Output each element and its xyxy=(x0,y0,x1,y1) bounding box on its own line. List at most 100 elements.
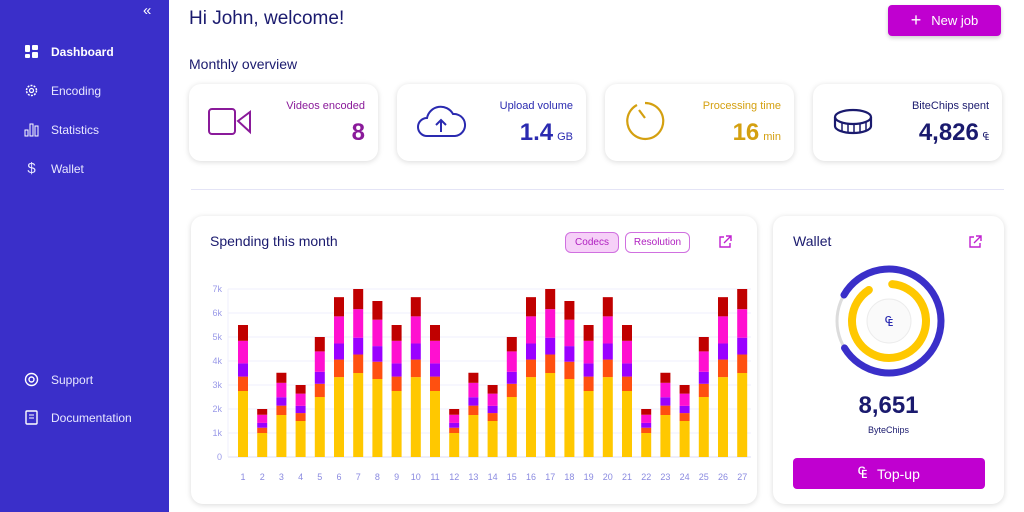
wallet-balance: 8,651 xyxy=(858,392,919,419)
sidebar-item-statistics[interactable]: Statistics xyxy=(24,122,99,137)
bar-segment xyxy=(353,373,364,457)
bar-segment xyxy=(506,383,517,397)
x-tick-label: 14 xyxy=(488,472,498,482)
bar-segment xyxy=(238,340,248,364)
bar-segment xyxy=(660,397,671,406)
bar-segment xyxy=(641,427,652,433)
plus-icon: + xyxy=(910,10,922,30)
bar-segment xyxy=(468,382,479,398)
bar-segment xyxy=(410,297,421,317)
bar-segment xyxy=(564,319,575,347)
bar-segment xyxy=(449,427,460,433)
y-tick-label: 6k xyxy=(212,308,222,318)
bar-segment xyxy=(353,289,364,310)
page-title: Hi John, welcome! xyxy=(189,8,345,29)
bar-segment xyxy=(295,405,306,414)
bar-segment xyxy=(545,289,556,310)
external-link-icon[interactable] xyxy=(968,235,982,249)
wallet-ring-chart: ₠ xyxy=(835,265,945,377)
y-tick-label: 3k xyxy=(212,380,222,390)
currency-icon: ₠ xyxy=(982,131,989,143)
x-tick-label: 26 xyxy=(718,472,728,482)
wallet-card: Wallet ₠ 8,651 ByteChips xyxy=(773,216,1004,504)
bar-segment xyxy=(276,397,287,406)
sidebar-item-dashboard[interactable]: Dashboard xyxy=(24,44,114,59)
bar-segment xyxy=(564,346,575,362)
bar-segment xyxy=(718,343,728,360)
collapse-sidebar-button[interactable]: « xyxy=(143,2,152,19)
bar-segment xyxy=(583,340,594,364)
stat-card-processing: Processing time 16 min xyxy=(605,84,794,161)
bar-segment xyxy=(257,409,268,415)
stat-card-upload: Upload volume 1.4 GB xyxy=(397,84,586,161)
sidebar-item-label: Documentation xyxy=(51,410,132,425)
bar-segment xyxy=(718,359,728,378)
bar-segment xyxy=(641,433,652,457)
bar-segment xyxy=(276,372,287,383)
bar-segment xyxy=(545,373,556,457)
bar-segment xyxy=(487,421,498,457)
bar-segment xyxy=(487,413,498,421)
stat-unit: min xyxy=(763,131,781,143)
bar-segment xyxy=(718,316,728,344)
top-up-button[interactable]: ₠ Top-up xyxy=(793,458,985,489)
bar-segment xyxy=(679,413,690,421)
bar-segment xyxy=(410,377,421,457)
bar-segment xyxy=(468,405,479,415)
x-tick-label: 23 xyxy=(660,472,670,482)
x-tick-label: 22 xyxy=(641,472,651,482)
bar-segment xyxy=(641,409,652,415)
bar-segment xyxy=(564,301,575,320)
bar-segment xyxy=(314,383,325,397)
bar-segment xyxy=(353,354,364,373)
external-link-icon[interactable] xyxy=(718,235,732,249)
bar-segment xyxy=(257,427,268,433)
bar-segment xyxy=(737,354,748,373)
bar-segment xyxy=(641,414,652,423)
new-job-button[interactable]: + New job xyxy=(888,5,1001,36)
bar-segment xyxy=(372,346,383,362)
lifebuoy-icon xyxy=(24,372,39,387)
bar-segment xyxy=(737,337,748,355)
bar-segment xyxy=(238,376,248,391)
x-tick-label: 7 xyxy=(356,472,361,482)
bar-segment xyxy=(564,361,575,379)
top-up-label: Top-up xyxy=(877,465,920,482)
bar-segment xyxy=(487,405,498,414)
sidebar-item-documentation[interactable]: Documentation xyxy=(24,410,132,425)
bar-segment xyxy=(449,409,460,415)
y-tick-label: 1k xyxy=(212,428,222,438)
stat-value: 8 xyxy=(352,119,365,147)
bar-segment xyxy=(468,415,479,457)
bar-segment xyxy=(238,363,248,377)
y-tick-label: 5k xyxy=(212,332,222,342)
tab-resolution[interactable]: Resolution xyxy=(625,232,690,253)
y-tick-label: 7k xyxy=(212,284,222,294)
tab-codecs[interactable]: Codecs xyxy=(565,232,619,253)
x-tick-label: 6 xyxy=(336,472,341,482)
sidebar-item-support[interactable]: Support xyxy=(24,372,93,387)
sidebar-item-encoding[interactable]: Encoding xyxy=(24,83,101,98)
sidebar-item-label: Wallet xyxy=(51,161,84,176)
bar-segment xyxy=(353,337,364,355)
bar-segment xyxy=(506,371,517,384)
bar-segment xyxy=(506,397,517,457)
outer-ring-arc xyxy=(840,265,945,377)
bar-segment xyxy=(314,337,325,352)
bar-segment xyxy=(314,351,325,372)
bar-segment xyxy=(314,371,325,384)
bar-segment xyxy=(526,343,536,360)
sidebar-item-label: Encoding xyxy=(51,83,102,98)
x-tick-label: 17 xyxy=(545,472,555,482)
bar-segment xyxy=(372,319,383,347)
bar-segment xyxy=(622,391,632,457)
bar-segment xyxy=(545,309,556,338)
video-camera-icon xyxy=(208,108,251,135)
bar-segment xyxy=(449,422,460,428)
sidebar: « Dashboard Encoding Statistics $ Wallet… xyxy=(0,0,169,512)
bar-segment xyxy=(238,325,248,341)
bar-segment xyxy=(660,415,671,457)
sidebar-item-wallet[interactable]: $ Wallet xyxy=(24,160,84,177)
divider xyxy=(191,189,1004,190)
stat-card-bitechips: BiteChips spent 4,826 ₠ xyxy=(813,84,1002,161)
